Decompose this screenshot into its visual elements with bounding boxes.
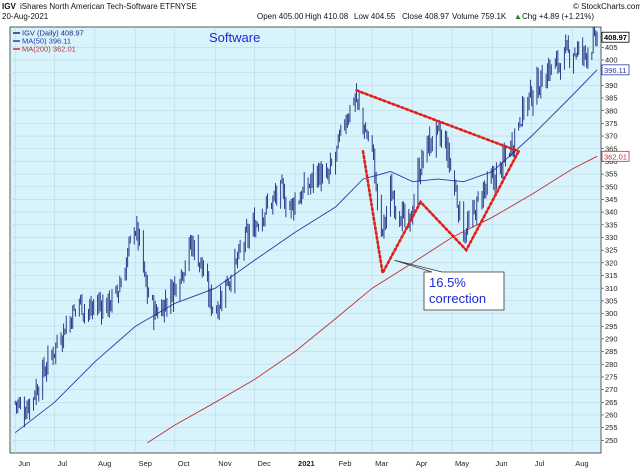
- last-value-label-price: 408.97: [604, 33, 627, 42]
- y-tick-label: 335: [605, 220, 618, 229]
- y-tick-label: 330: [605, 233, 618, 242]
- last-value-labels: 408.97 396.11 362.01: [601, 31, 630, 162]
- upper-trendline: [355, 89, 520, 153]
- y-tick-label: 340: [605, 208, 618, 217]
- y-tick-label: 390: [605, 81, 618, 90]
- y-tick-label: 350: [605, 182, 618, 191]
- series-ma50-line: [14, 69, 598, 434]
- y-tick-label: 355: [605, 170, 618, 179]
- y-tick-label: 320: [605, 258, 618, 267]
- x-tick-label: Aug: [575, 459, 588, 468]
- x-tick-label: May: [455, 459, 469, 468]
- x-tick-label: Jul: [57, 459, 67, 468]
- x-tick-label: Oct: [178, 459, 191, 468]
- x-tick-label: Jun: [18, 459, 30, 468]
- chart-header: IGV iShares North American Tech-Software…: [2, 2, 640, 21]
- price-bars: [14, 27, 598, 428]
- volume-value: Volume 759.1K: [452, 12, 507, 21]
- x-tick-label: Dec: [258, 459, 272, 468]
- security-name: iShares North American Tech-Software ETF: [20, 2, 175, 11]
- x-tick-label: Sep: [139, 459, 152, 468]
- correction-annotation: 16.5% correction: [394, 259, 505, 311]
- chart-date: 20-Aug-2021: [2, 12, 49, 21]
- x-tick-label: Jun: [495, 459, 507, 468]
- pattern-layer: [355, 89, 520, 278]
- y-tick-label: 375: [605, 119, 618, 128]
- y-tick-label: 300: [605, 309, 618, 318]
- annotation-line-1: 16.5%: [429, 275, 466, 290]
- y-tick-label: 270: [605, 385, 618, 394]
- open-value: Open 405.00: [257, 12, 304, 21]
- legend-item-ma50: MA(50) 396.11: [22, 37, 71, 46]
- close-value: Close 408.97: [402, 12, 450, 21]
- x-tick-label: Jul: [535, 459, 545, 468]
- y-tick-label: 380: [605, 106, 618, 115]
- legend-item-price: IGV (Daily) 408.97: [22, 29, 84, 38]
- chart-title: Software: [209, 30, 260, 45]
- x-tick-label: Feb: [339, 459, 352, 468]
- y-tick-label: 250: [605, 436, 618, 445]
- legend-item-ma200: MA(200) 362.01: [22, 45, 76, 54]
- y-tick-label: 255: [605, 423, 618, 432]
- callout-box: [394, 259, 505, 311]
- x-axis: Jun Jul Aug Sep Oct Nov Dec 2021 Feb Mar Apr May Jun…: [18, 459, 588, 468]
- y-tick-label: 345: [605, 195, 618, 204]
- x-tick-label: 2021: [298, 459, 315, 468]
- y-tick-label: 370: [605, 132, 618, 141]
- low-value: Low 404.55: [354, 12, 396, 21]
- x-tick-label: Nov: [218, 459, 232, 468]
- last-value-label-ma200: 362.01: [604, 152, 627, 161]
- exchange: NYSE: [175, 2, 197, 11]
- y-tick-label: 405: [605, 43, 618, 52]
- annotation-line-2: correction: [429, 291, 486, 306]
- high-value: High 410.08: [305, 12, 349, 21]
- y-tick-label: 275: [605, 373, 618, 382]
- y-tick-label: 290: [605, 334, 618, 343]
- last-value-box-ma200: [601, 150, 630, 162]
- plot-area: [9, 26, 602, 454]
- x-tick-label: Apr: [416, 459, 428, 468]
- y-tick-label: 315: [605, 271, 618, 280]
- last-value-box-price: [601, 31, 630, 43]
- y-axis: 250 255 260 265 270 275 280 285 290 295 300 305 310 3…: [601, 43, 618, 445]
- y-tick-label: 310: [605, 284, 618, 293]
- zigzag-pattern: [361, 150, 520, 278]
- source-watermark: © StockCharts.com: [573, 2, 640, 11]
- y-tick-label: 325: [605, 246, 618, 255]
- series-ma200-line: [147, 155, 598, 444]
- y-tick-label: 260: [605, 411, 618, 420]
- y-tick-label: 285: [605, 347, 618, 356]
- y-tick-label: 400: [605, 56, 618, 65]
- y-tick-label: 305: [605, 296, 618, 305]
- symbol: IGV: [2, 2, 16, 11]
- y-tick-label: 365: [605, 144, 618, 153]
- y-tick-label: 280: [605, 360, 618, 369]
- y-tick-label: 385: [605, 94, 618, 103]
- last-value-box-ma50: [601, 64, 630, 76]
- series-layer: [14, 27, 598, 444]
- change-value: Chg +4.89 (+1.21%): [522, 12, 594, 21]
- chg-arrow-icon: ▲: [514, 12, 522, 21]
- legend: IGV (Daily) 408.97 MA(50) 396.11 MA(200)…: [13, 29, 84, 54]
- y-tick-label: 295: [605, 322, 618, 331]
- x-tick-label: Mar: [375, 459, 388, 468]
- last-value-label-ma50: 396.11: [604, 66, 626, 75]
- x-tick-label: Aug: [98, 459, 111, 468]
- y-tick-label: 265: [605, 398, 618, 407]
